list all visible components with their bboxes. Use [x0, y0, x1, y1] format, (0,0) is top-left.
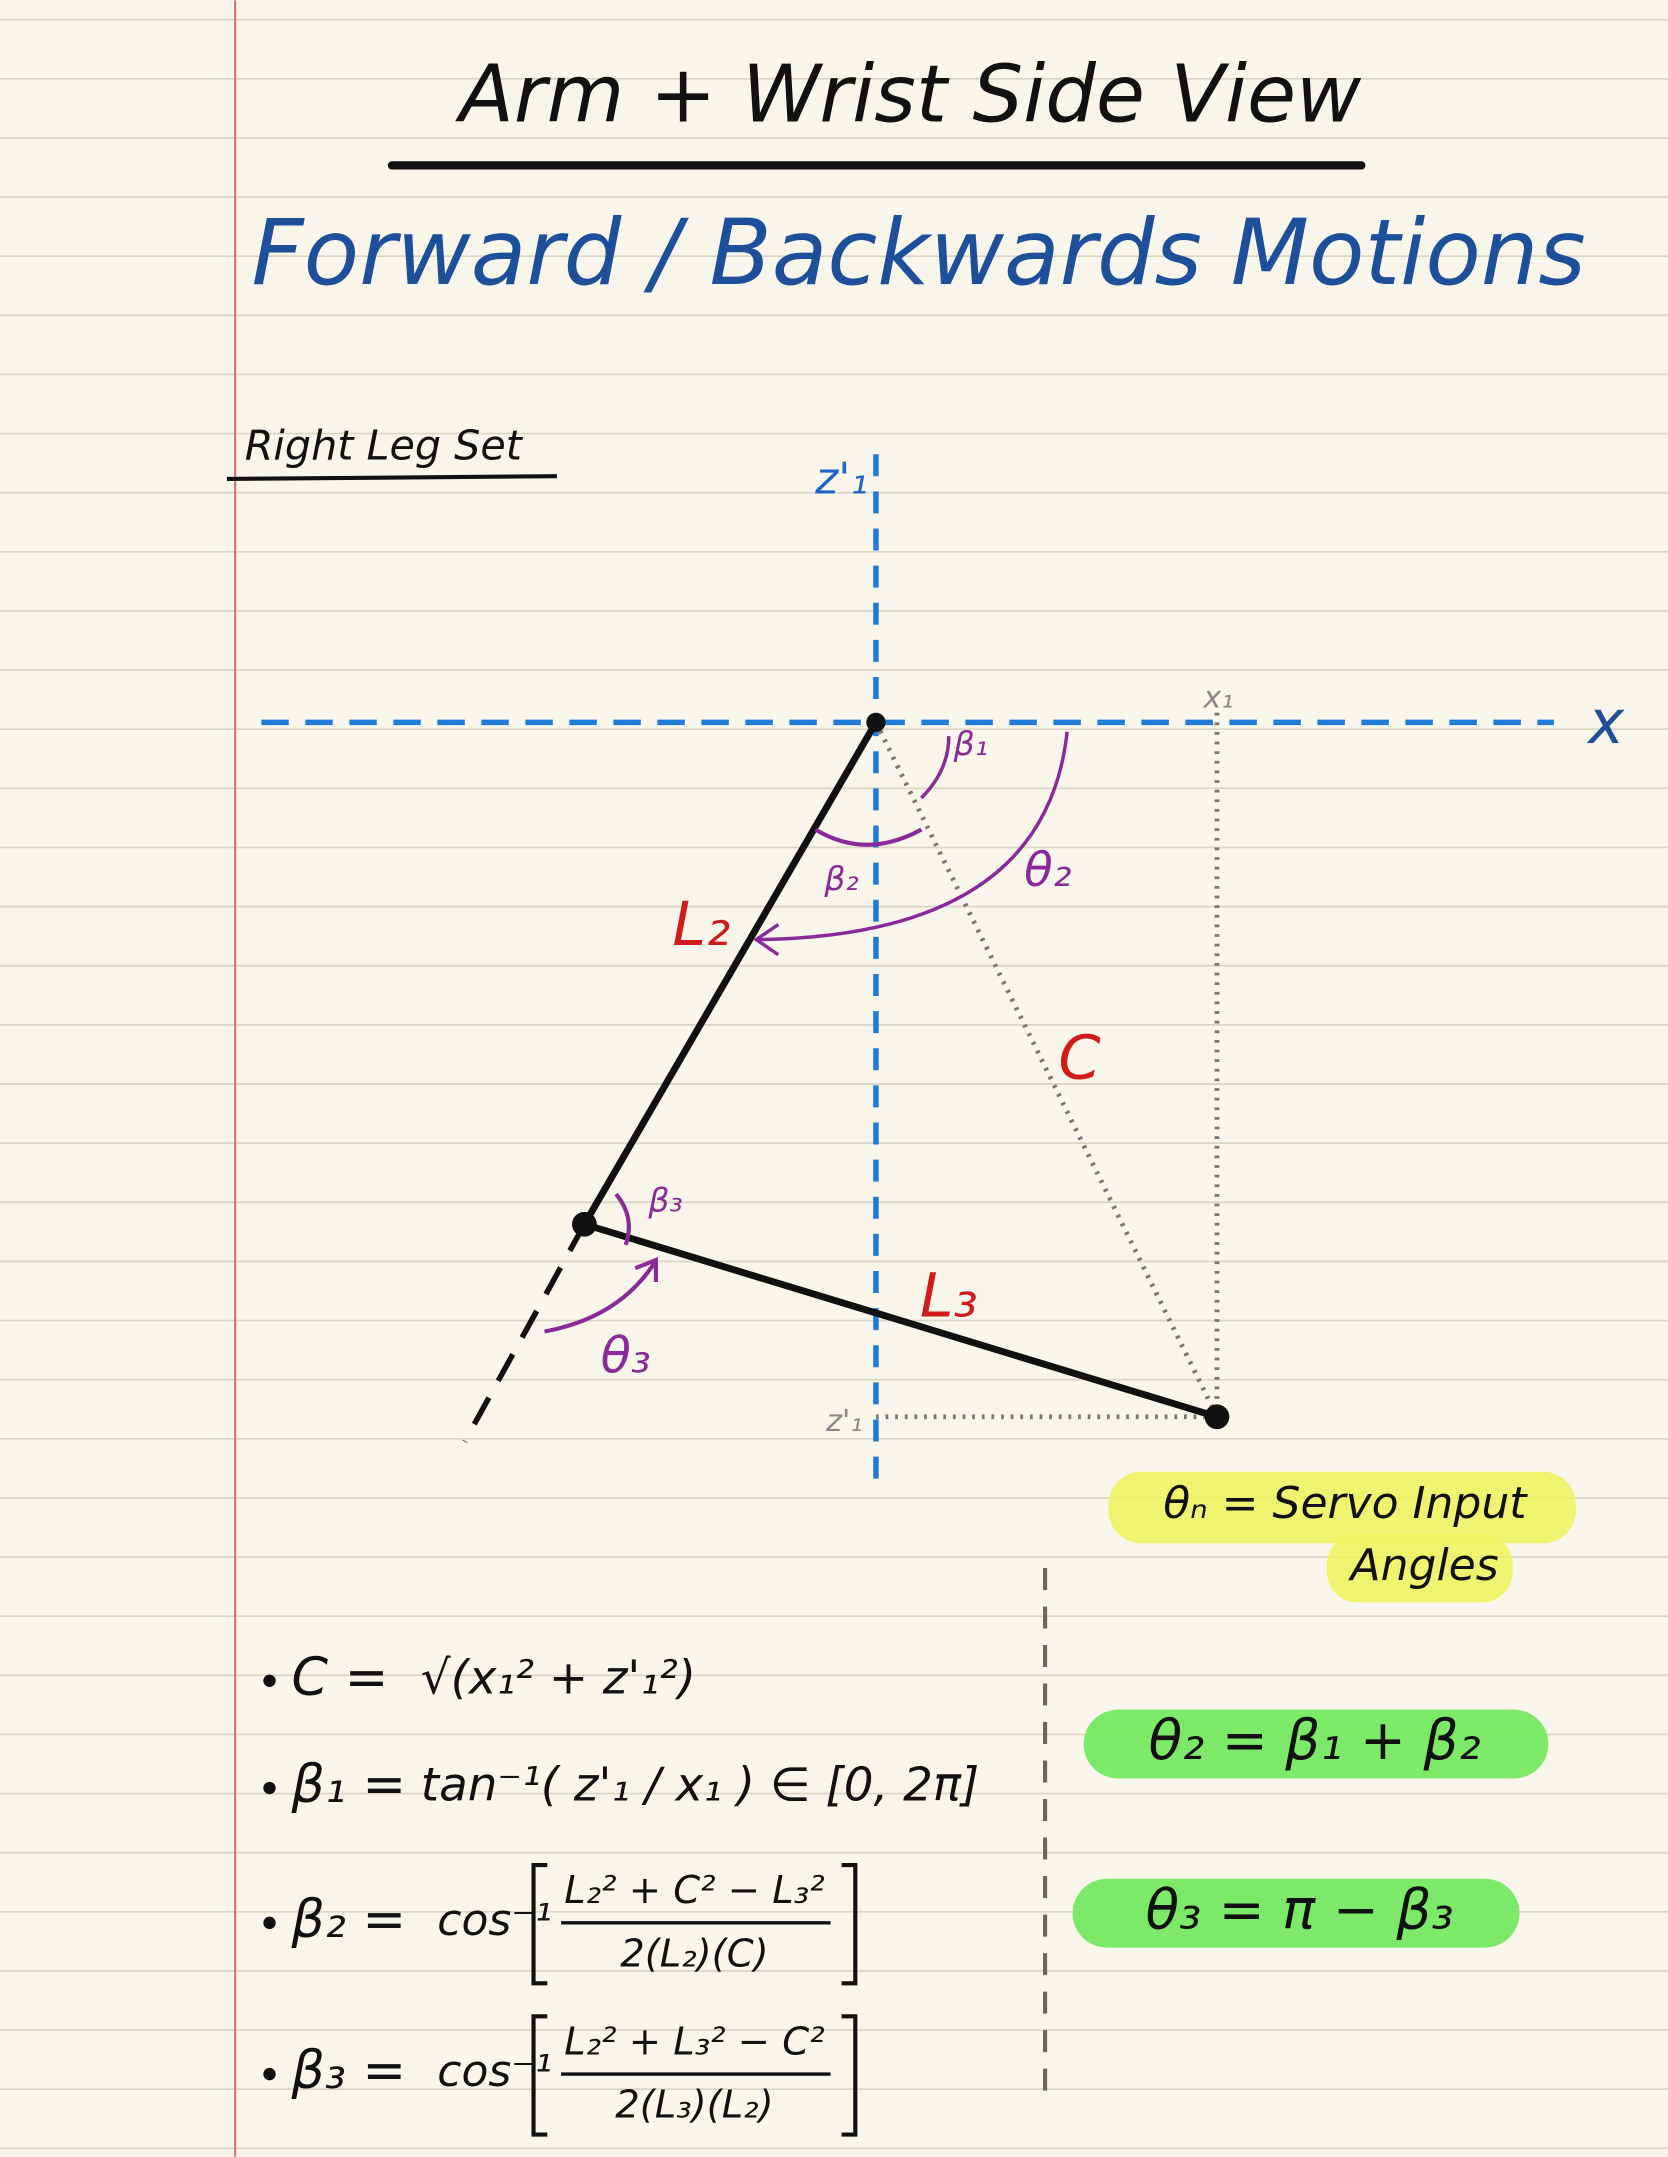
result-highlight — [1072, 1878, 1520, 1948]
equations: C = √(x₁² + z'₁²) β₁ = tan⁻¹( z'₁ / x₁ ) ∈ … — [263, 1648, 980, 2137]
theta2-label: θ₂ — [1024, 844, 1071, 898]
fraction-denominator: 2(L₃)(L₂) — [615, 2083, 773, 2128]
theta3-arc — [544, 1261, 657, 1334]
bracket — [531, 2014, 548, 2137]
equation-lhs: C = — [292, 1648, 389, 1708]
bracket — [841, 1862, 858, 1986]
bracket — [841, 2014, 858, 2137]
equation-body: √(x₁² + z'₁²) — [421, 1651, 696, 1705]
title: Arm + Wrist Side View — [454, 47, 1362, 140]
bullet — [263, 1781, 276, 1795]
beta2-label: β₂ — [823, 859, 858, 898]
beta1-label: β₁ — [953, 724, 988, 763]
beta3-label: β₃ — [647, 1181, 682, 1220]
fraction-numerator: L₂² + L₃² − C² — [564, 2019, 824, 2064]
theta3-arrowhead — [634, 1256, 658, 1283]
equation-lhs: β₃ = — [291, 2041, 407, 2101]
z1-label: z'₁ — [825, 1404, 862, 1439]
beta2-arc — [814, 827, 923, 847]
c-line — [873, 721, 1220, 1418]
beta3-arc — [614, 1192, 631, 1246]
x1-label: x₁ — [1202, 680, 1233, 715]
equation-lhs: β₁ = — [291, 1755, 407, 1815]
note-line: θₙ = Servo Input — [1163, 1478, 1528, 1529]
shoulder-joint — [866, 712, 886, 732]
theta2-arrowhead — [753, 923, 780, 957]
result: θ₃ = π − β₃ — [1145, 1877, 1453, 1941]
fraction-denominator: 2(L₂)(C) — [620, 1931, 768, 1976]
subtitle: Forward / Backwards Motions — [251, 201, 1585, 306]
z-axis-label: z'₁ — [814, 454, 868, 505]
bullet — [263, 1916, 276, 1930]
note-highlight — [1108, 1471, 1576, 1544]
foot-point — [1204, 1404, 1230, 1430]
l2-label: L₂ — [672, 890, 730, 960]
x-axis-label: x — [1586, 688, 1625, 758]
bullet — [263, 2067, 276, 2081]
elbow-joint — [572, 1211, 597, 1237]
equation-body: tan⁻¹( z'₁ / x₁ ) ∈ [0, 2π] — [421, 1759, 980, 1813]
l3-label: L₃ — [920, 1261, 978, 1331]
l2-extension — [462, 1222, 587, 1443]
link-l3 — [583, 1220, 1218, 1421]
bullet — [263, 1674, 276, 1687]
fraction-numerator: L₂² + C² − L₃² — [564, 1868, 824, 1913]
bracket — [531, 1862, 548, 1986]
note-line: Angles — [1348, 1540, 1499, 1591]
result-highlight — [1083, 1709, 1549, 1779]
note-highlight — [1326, 1533, 1513, 1603]
result: θ₂ = β₁ + β₂ — [1149, 1708, 1481, 1772]
theta2-arc — [759, 731, 1069, 942]
link-l2 — [581, 720, 879, 1226]
section-label: Right Leg Set — [245, 422, 524, 470]
section-underline — [226, 474, 557, 482]
beta1-arc — [920, 736, 951, 800]
equation-lhs: β₂ = — [291, 1890, 407, 1950]
c-label: C — [1058, 1024, 1101, 1094]
theta3-label: θ₃ — [601, 1327, 651, 1385]
